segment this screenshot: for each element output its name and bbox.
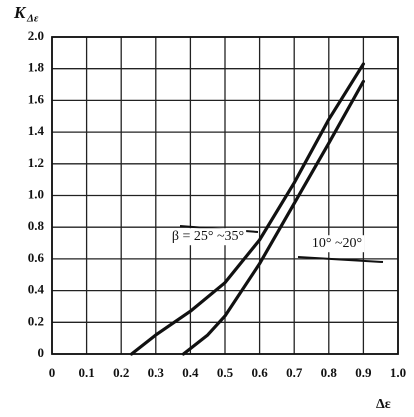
y-tick-label: 2.0 bbox=[28, 28, 44, 43]
y-tick-label: 0 bbox=[38, 345, 45, 360]
curve-label: β = 25° ~35° bbox=[172, 229, 244, 244]
curve bbox=[129, 62, 365, 356]
x-tick-label: 0.2 bbox=[113, 365, 129, 380]
label-background bbox=[309, 235, 365, 253]
y-tick-label: 1.4 bbox=[28, 123, 45, 138]
x-tick-label: 0.8 bbox=[321, 365, 338, 380]
leader-line bbox=[297, 256, 384, 263]
y-tick-label: 1.8 bbox=[28, 60, 45, 75]
y-tick-label: 0.4 bbox=[28, 282, 45, 297]
y-tick-label: 0.6 bbox=[28, 250, 45, 265]
curve bbox=[181, 79, 365, 356]
y-tick-label: 0.2 bbox=[28, 313, 44, 328]
x-tick-label: 0.7 bbox=[286, 365, 303, 380]
y-axis-label: K bbox=[13, 3, 27, 22]
y-tick-label: 1.0 bbox=[28, 186, 44, 201]
x-tick-label: 0.1 bbox=[78, 365, 94, 380]
y-tick-label: 1.2 bbox=[28, 155, 44, 170]
label-background bbox=[169, 228, 247, 246]
x-tick-label: 0.4 bbox=[182, 365, 199, 380]
x-tick-label: 0.6 bbox=[251, 365, 268, 380]
plot-frame bbox=[51, 36, 399, 355]
x-tick-label: 0 bbox=[49, 365, 56, 380]
curve-label: 10° ~20° bbox=[312, 236, 362, 251]
x-axis-label: Δε bbox=[376, 397, 391, 412]
x-tick-label: 0.3 bbox=[148, 365, 165, 380]
x-tick-label: 0.9 bbox=[355, 365, 372, 380]
y-axis-label-sub: Δε bbox=[26, 13, 39, 25]
x-tick-label: 0.5 bbox=[217, 365, 234, 380]
x-tick-label: 1.0 bbox=[390, 365, 406, 380]
y-tick-label: 1.6 bbox=[28, 91, 45, 106]
y-tick-label: 0.8 bbox=[28, 218, 45, 233]
